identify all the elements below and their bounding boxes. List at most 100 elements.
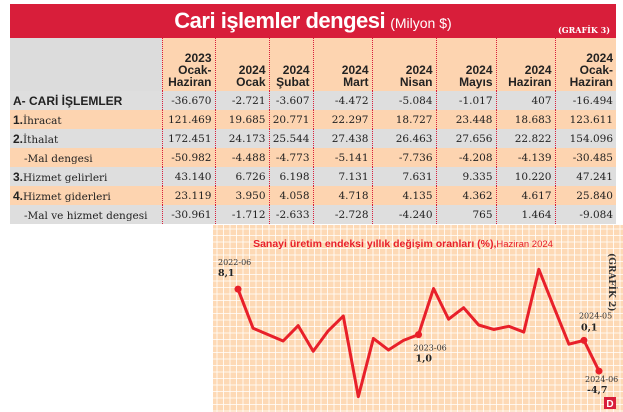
table-title: Cari işlemler dengesi (174, 8, 386, 33)
table-row: -Mal ve hizmet dengesi -30.961 -1.712 -2.63… (10, 205, 616, 224)
table-cell: 9.335 (435, 167, 496, 186)
column-header-line: Ocak- (178, 63, 212, 77)
row-label: Hizmet giderleri (23, 190, 111, 203)
annotation-date: 2024-06 (585, 375, 618, 384)
table-cell: -4.488 (214, 148, 269, 167)
table-cell: 23.119 (161, 186, 215, 205)
chart-tag: (GRAFİK 2) (606, 253, 619, 311)
table-cell: 25.544 (268, 129, 313, 148)
table-cell: 23.448 (435, 110, 496, 129)
data-point-marker (595, 367, 603, 375)
chart-subtitle: Haziran 2024 (496, 239, 553, 250)
table-cell: 123.611 (554, 110, 616, 129)
column-header-line: Haziran (569, 75, 613, 89)
column-header: 2023 Ocak- Haziran (161, 38, 215, 91)
table-cell: 172.451 (161, 129, 215, 148)
column-header-line: Ocak- (579, 63, 613, 77)
table-cell: 407 (495, 91, 555, 110)
table-cell: -4.472 (312, 91, 372, 110)
column-header-line: Ocak (236, 75, 266, 89)
column-header-line: Mart (343, 75, 369, 89)
annotation-date: 2022-06 (218, 258, 251, 267)
table-cell: -2.633 (268, 205, 313, 224)
table-cell: 20.771 (268, 110, 313, 129)
table-cell: 121.469 (161, 110, 215, 129)
table-cell: 3.950 (214, 186, 269, 205)
table-row: 2.İthalat 172.451 24.173 25.544 27.438 26.463… (10, 129, 616, 148)
annotation-value: 1,0 (416, 354, 433, 365)
table-row: 3.Hizmet gelirleri 43.140 6.726 6.198 7.131 7… (10, 167, 616, 186)
table-cell: -36.670 (161, 91, 215, 110)
table-cell: 18.683 (495, 110, 555, 129)
row-label-cell: -Mal ve hizmet dengesi (10, 205, 162, 224)
row-label: -Mal ve hizmet dengesi (24, 209, 148, 222)
table-cell: 18.727 (371, 110, 436, 129)
table-cell: -50.982 (161, 148, 215, 167)
table-cell: -2.721 (214, 91, 269, 110)
table-row: 4.Hizmet giderleri 23.119 3.950 4.058 4.718 4… (10, 186, 616, 205)
column-header: 2024 Nisan (371, 38, 436, 91)
table-cell: -4.139 (495, 148, 555, 167)
column-header-line: 2024 (282, 63, 310, 77)
table-cell: -2.728 (312, 205, 372, 224)
table-cell: 19.685 (214, 110, 269, 129)
industrial-production-chart: Sanayi üretim endeksi yıllık değişim ora… (213, 225, 623, 412)
row-label-cell: 3.Hizmet gelirleri (10, 167, 162, 186)
table-cell: -5.141 (312, 148, 372, 167)
table-cell: 7.631 (371, 167, 436, 186)
row-number: 3. (13, 169, 24, 184)
row-label: İthalat (23, 133, 59, 146)
table-cell: -4.240 (371, 205, 436, 224)
table-cell: 26.463 (371, 129, 436, 148)
row-number: 2. (13, 131, 24, 146)
table-cell: 6.726 (214, 167, 269, 186)
table-cell: 22.822 (495, 129, 555, 148)
column-header-line: 2024 (465, 63, 493, 77)
table-cell: 154.096 (554, 129, 616, 148)
annotation-value: 0,1 (581, 322, 598, 333)
table-cell: 4.617 (495, 186, 555, 205)
row-label: A- CARİ İŞLEMLER (13, 93, 123, 108)
row-label: -Mal dengesi (24, 152, 93, 165)
logo-text: D (606, 399, 613, 410)
table-cell: -3.607 (268, 91, 313, 110)
table-row: A- CARİ İŞLEMLER -36.670 -2.721 -3.607 -4.47… (10, 91, 616, 110)
column-header-line: 2024 (586, 51, 613, 65)
row-number: 1. (13, 112, 24, 127)
data-point-marker (580, 336, 588, 344)
table-cell: -4.208 (435, 148, 496, 167)
logo-badge (604, 397, 616, 409)
grid (213, 225, 623, 412)
table-unit: (Milyon $) (390, 15, 452, 31)
column-header-line: Şubat (276, 75, 310, 89)
table-tag: (GRAFİK 3) (558, 25, 610, 35)
table-cell: -30.961 (161, 205, 215, 224)
table-title-bar: Cari işlemler dengesi (Milyon $) (GRAFİK… (10, 4, 616, 38)
row-number: 4. (13, 188, 24, 203)
table-cell: 4.135 (371, 186, 436, 205)
column-header-line: Haziran (508, 75, 552, 89)
row-label-cell: -Mal dengesi (10, 148, 162, 167)
current-account-table: Cari işlemler dengesi (Milyon $) (GRAFİK… (10, 4, 616, 224)
row-label-cell: A- CARİ İŞLEMLER (10, 91, 162, 110)
annotation-value: 8,1 (218, 268, 235, 279)
table-cell: 24.173 (214, 129, 269, 148)
table-row: -Mal dengesi -50.982 -4.488 -4.773 -5.141 -7.… (10, 148, 616, 167)
table-cell: 25.840 (554, 186, 616, 205)
table-cell: -30.485 (554, 148, 616, 167)
column-header-line: 2023 (184, 51, 212, 65)
annotation-date: 2023-06 (414, 344, 447, 353)
column-header-line: Nisan (399, 75, 433, 89)
column-header: 2024 Ocak (214, 38, 269, 91)
column-header-line: Mayıs (459, 75, 493, 89)
data-point-marker (234, 285, 242, 293)
table-cell: -9.084 (554, 205, 616, 224)
column-header: 2024 Ocak- Haziran (554, 38, 616, 91)
column-header-line: Haziran (168, 75, 212, 89)
table-cell: 22.297 (312, 110, 372, 129)
header-row: 2023 Ocak- Haziran 2024 Ocak 2024 Şubat 2024 Mar… (10, 38, 616, 91)
column-header: 2024 Şubat (268, 38, 313, 91)
table-cell: 765 (435, 205, 496, 224)
table-row: 1.İhracat 121.469 19.685 20.771 22.297 18.727… (10, 110, 616, 129)
annotation-date: 2024-05 (579, 311, 612, 320)
